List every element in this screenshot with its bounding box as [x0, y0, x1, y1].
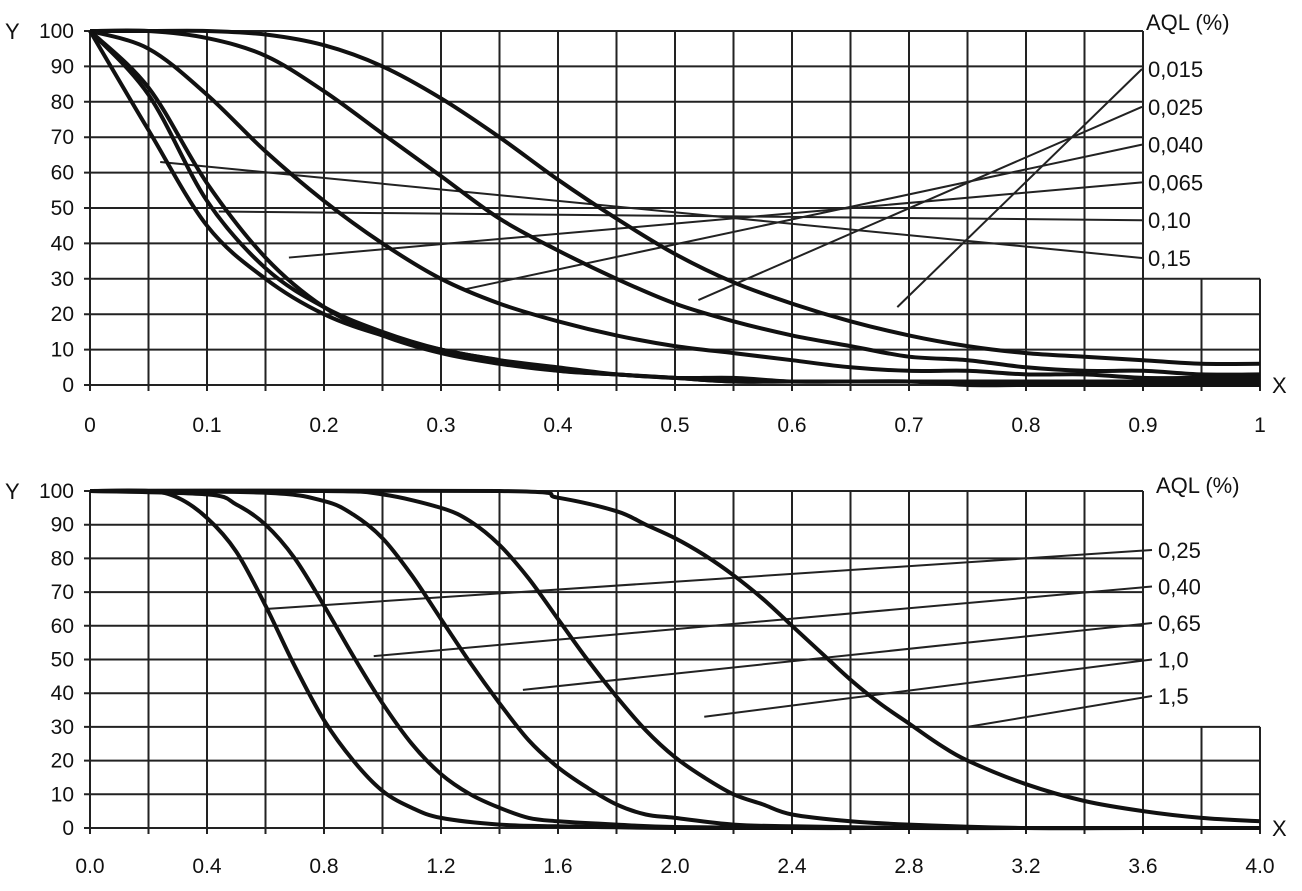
chart2-series-leader-line: [522, 622, 1153, 691]
chart1-x-tick-label: 0: [84, 414, 96, 437]
chart2-y-axis-label: Y: [5, 479, 20, 504]
chart1-series-leader-line: [160, 160, 1143, 259]
chart2-series-label: 0,25: [1158, 538, 1201, 563]
chart2-series-leader-line: [967, 695, 1153, 728]
chart2-y-tick-label: 20: [51, 750, 74, 773]
chart1-x-tick-label: 0.1: [192, 414, 221, 437]
chart2-series-curve: [89, 488, 1260, 831]
chart2-y-tick-label: 90: [51, 514, 74, 537]
chart1-y-tick-label: 40: [51, 232, 74, 255]
chart2-series-label: 1,0: [1158, 648, 1189, 673]
chart2-series-label: 1,5: [1158, 684, 1189, 709]
chart2-x-axis-label: X: [1272, 816, 1287, 841]
chart1-series-leader-line: [288, 181, 1143, 259]
chart1-y-tick-label: 0: [62, 374, 74, 397]
chart2-series-label: 0,40: [1158, 575, 1201, 600]
chart2-y-tick-label: 50: [51, 649, 74, 672]
chart2-x-tick-label: 4.0: [1245, 855, 1274, 878]
chart1-y-tick-label: 60: [51, 162, 74, 185]
chart1-y-tick-label: 30: [51, 268, 74, 291]
chart1-series-leader-line: [218, 210, 1143, 222]
chart1-y-tick-label: 70: [51, 126, 74, 149]
chart2-x-tick-label: 1.6: [543, 855, 572, 878]
chart1-series-label: 0,10: [1148, 208, 1191, 233]
chart1-y-tick-label: 20: [51, 303, 74, 326]
chart2-legend-title: AQL (%): [1156, 473, 1240, 498]
chart1-series-label: 0,040: [1148, 133, 1203, 158]
chart2-series-label: 0,65: [1158, 611, 1201, 636]
chart1-x-tick-label: 0.4: [543, 414, 573, 437]
chart1-x-tick-label: 0.8: [1011, 414, 1040, 437]
chart1-x-tick-label: 1: [1254, 414, 1266, 437]
chart1-series-label: 0,025: [1148, 95, 1203, 120]
chart2-x-tick-label: 2.4: [777, 855, 807, 878]
chart1-y-tick-label: 50: [51, 197, 74, 220]
chart1-x-axis-label: X: [1272, 373, 1287, 398]
chart1-x-tick-label: 0.3: [426, 414, 455, 437]
chart1-series-leader-line: [698, 105, 1143, 301]
chart2-y-tick-label: 70: [51, 581, 74, 604]
chart2-y-tick-label: 100: [39, 480, 74, 503]
chart2-x-tick-label: 0.4: [192, 855, 222, 878]
chart1-series-label: 0,015: [1148, 57, 1203, 82]
chart1-x-tick-label: 0.7: [894, 414, 923, 437]
chart1-x-tick-label: 0.2: [309, 414, 338, 437]
chart1-series-label: 0,065: [1148, 170, 1203, 195]
chart1-legend-title: AQL (%): [1146, 10, 1230, 35]
chart2-series-leader-line: [704, 658, 1153, 718]
chart2-x-tick-label: 1.2: [426, 855, 455, 878]
chart2-series-leader-line: [265, 549, 1153, 610]
chart2-y-tick-label: 10: [51, 783, 74, 806]
chart1-x-tick-label: 0.5: [660, 414, 689, 437]
chart2-series-leader-line: [373, 585, 1153, 658]
chart1-series-label: 0,15: [1148, 246, 1191, 271]
chart1-series-curve: [90, 28, 1261, 367]
chart1-series-curve: [88, 29, 1260, 388]
chart1-series-curve: [89, 29, 1260, 381]
chart1-y-axis-label: Y: [5, 19, 20, 44]
chart2-y-tick-label: 60: [51, 615, 74, 638]
chart1-series-curve: [89, 28, 1261, 377]
chart2-x-tick-label: 2.8: [894, 855, 923, 878]
chart2-x-tick-label: 3.2: [1011, 855, 1040, 878]
chart1-y-tick-label: 90: [51, 55, 74, 78]
chart2-y-tick-label: 40: [51, 682, 74, 705]
chart2-y-tick-label: 80: [51, 547, 74, 570]
chart1-y-tick-label: 100: [39, 20, 74, 43]
chart1-y-tick-label: 80: [51, 91, 74, 114]
chart2-x-tick-label: 0.8: [309, 855, 338, 878]
chart2-y-tick-label: 30: [51, 716, 74, 739]
chart2-x-tick-label: 3.6: [1128, 855, 1157, 878]
chart1-series-leader-line: [896, 68, 1143, 308]
chart2-series-curve: [89, 489, 1260, 831]
chart2-x-tick-label: 2.0: [660, 855, 689, 878]
chart2-series-curve: [89, 488, 1261, 824]
chart2-x-tick-label: 0.0: [75, 855, 104, 878]
chart1-x-tick-label: 0.6: [777, 414, 806, 437]
chart1-x-tick-label: 0.9: [1128, 414, 1157, 437]
chart2-y-tick-label: 0: [62, 817, 74, 840]
chart1-y-tick-label: 10: [51, 339, 74, 362]
